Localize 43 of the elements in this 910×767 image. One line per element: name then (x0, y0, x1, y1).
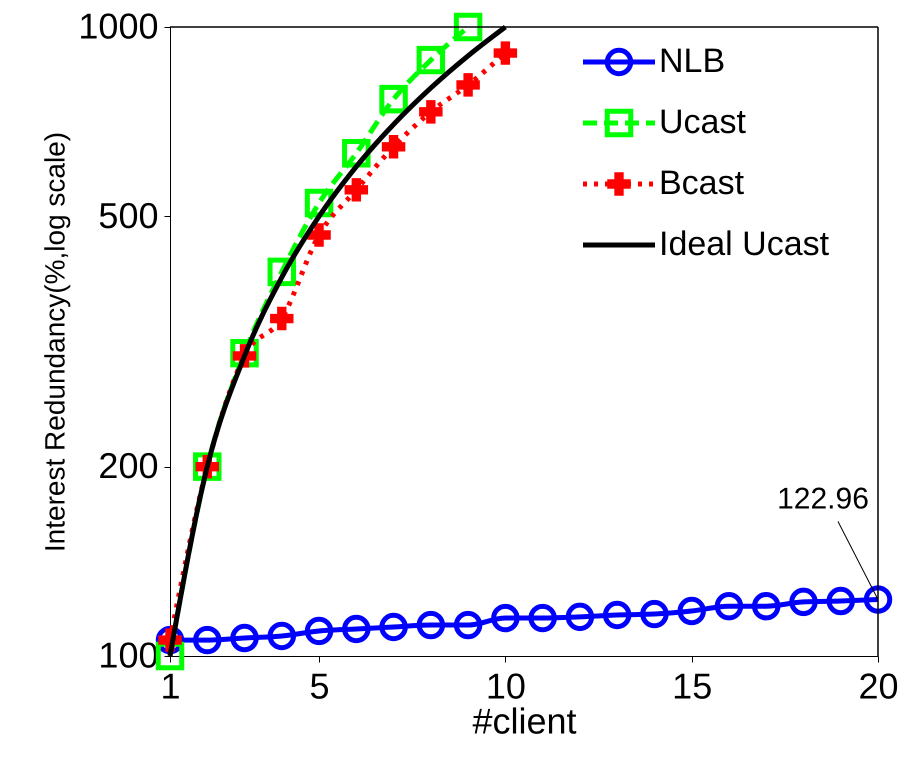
x-tick-label: 1 (160, 666, 181, 706)
annotation: 122.96 (777, 482, 869, 516)
point (640, 600, 669, 628)
point (826, 586, 855, 616)
point (230, 624, 259, 652)
legend-label: Bcast (659, 164, 745, 202)
point (342, 614, 371, 644)
point (344, 178, 368, 202)
point (379, 84, 408, 114)
y-tick-label: 500 (98, 194, 158, 236)
point (491, 604, 520, 632)
point (456, 73, 480, 97)
point (494, 41, 518, 65)
point (602, 600, 632, 630)
point (419, 100, 443, 124)
point (268, 622, 296, 650)
legend-label: Ideal Ucast (659, 225, 830, 263)
y-tick-label: 1000 (78, 6, 158, 46)
point (789, 588, 818, 616)
point (454, 610, 482, 640)
x-tick-label: 5 (310, 666, 330, 706)
legend-label: Ucast (659, 103, 746, 141)
point (416, 610, 446, 640)
point (864, 585, 892, 614)
point (714, 592, 744, 620)
y-axis-title: Interest Redundancy(%,log scale) (39, 132, 70, 552)
point (193, 626, 222, 654)
point (379, 612, 408, 642)
x-tick-label: 20 (858, 666, 899, 706)
x-tick-label: 15 (672, 666, 712, 706)
point (382, 135, 406, 159)
point (566, 602, 594, 632)
point (528, 604, 557, 632)
point (416, 46, 446, 74)
y-tick-label: 200 (98, 445, 158, 486)
y-tick-label: 100 (98, 634, 158, 676)
legend-label: NLB (659, 42, 726, 80)
point (454, 12, 482, 42)
point (270, 306, 294, 330)
point (752, 592, 780, 620)
point (304, 616, 334, 646)
point (156, 642, 184, 670)
point (677, 596, 706, 626)
